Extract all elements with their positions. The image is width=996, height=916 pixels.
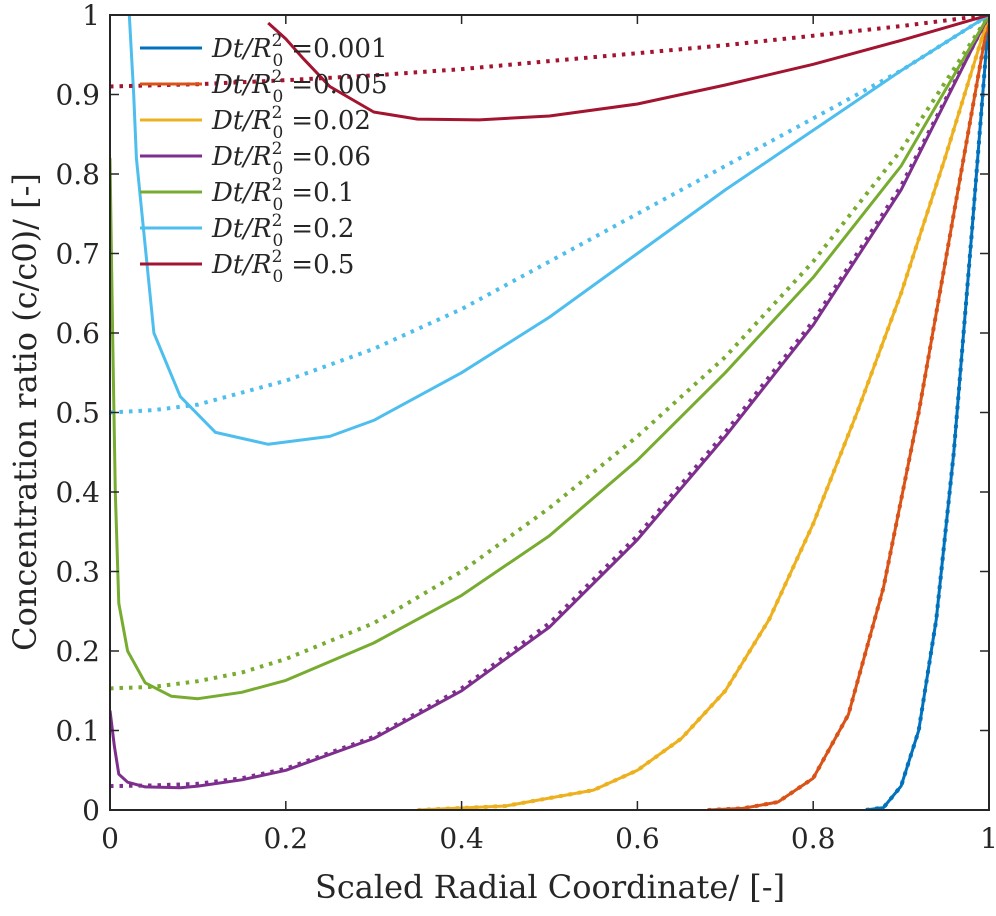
- y-tick-label: 0.5: [55, 397, 100, 430]
- legend-entry-3: Dt/R2 0 =0.06: [211, 139, 371, 179]
- tick-layer: 0 0.2 0.4 0.6 0.8 1 0 0.1 0.2 0.3 0.4 0.5 0.6 0.7 0.8 0…: [55, 0, 996, 855]
- legend-entry-1: Dt/R2 0 =0.005: [211, 67, 388, 107]
- y-tick-label: 0.3: [55, 556, 100, 589]
- legend-entry-5: Dt/R2 0 =0.2: [211, 211, 354, 251]
- series-5-solid-line: [127, 15, 989, 446]
- y-tick-label: 0.8: [55, 158, 100, 191]
- legend-entry-0: Dt/R2 0 =0.001: [211, 31, 388, 71]
- series-4-dotted-line: [110, 15, 989, 691]
- x-tick-label: 0.8: [791, 822, 836, 855]
- x-tick-label: 0.6: [615, 822, 660, 855]
- legend-entry-2: Dt/R2 0 =0.02: [211, 103, 371, 143]
- x-tick-label: 1: [980, 822, 996, 855]
- y-tick-label: 0.6: [55, 317, 100, 350]
- y-tick-label: 0: [82, 794, 100, 827]
- series-4-solid-line: [110, 15, 989, 701]
- series-6-dotted-line: [110, 15, 989, 89]
- series-layer: [110, 15, 989, 810]
- x-tick-label: 0.4: [439, 822, 484, 855]
- y-tick-label: 0.4: [55, 476, 100, 509]
- plot-background: [110, 15, 989, 810]
- x-axis-label: Scaled Radial Coordinate/ [-]: [315, 868, 785, 906]
- y-tick-label: 0.1: [55, 715, 100, 748]
- series-0-solid-line: [865, 15, 989, 810]
- series-1-solid-line: [707, 15, 989, 810]
- y-tick-label: 1: [82, 0, 100, 32]
- series-6-solid-line: [267, 15, 989, 122]
- y-tick-label: 0.7: [55, 238, 100, 271]
- series-2-solid-line: [417, 15, 989, 810]
- series-3-dotted-line: [110, 15, 989, 789]
- y-axis-label: Concentration ratio (c/c0)/ [-]: [6, 173, 44, 651]
- y-tick-label: 0.9: [55, 79, 100, 112]
- x-tick-label: 0.2: [264, 822, 309, 855]
- y-tick-label: 0.2: [55, 635, 100, 668]
- legend-entry-4: Dt/R2 0 =0.1: [211, 175, 354, 215]
- legend-entry-6: Dt/R2 0 =0.5: [211, 247, 354, 287]
- x-tick-label: 0: [101, 822, 119, 855]
- series-3-solid-line: [110, 15, 989, 790]
- series-5-dotted-line: [110, 15, 989, 415]
